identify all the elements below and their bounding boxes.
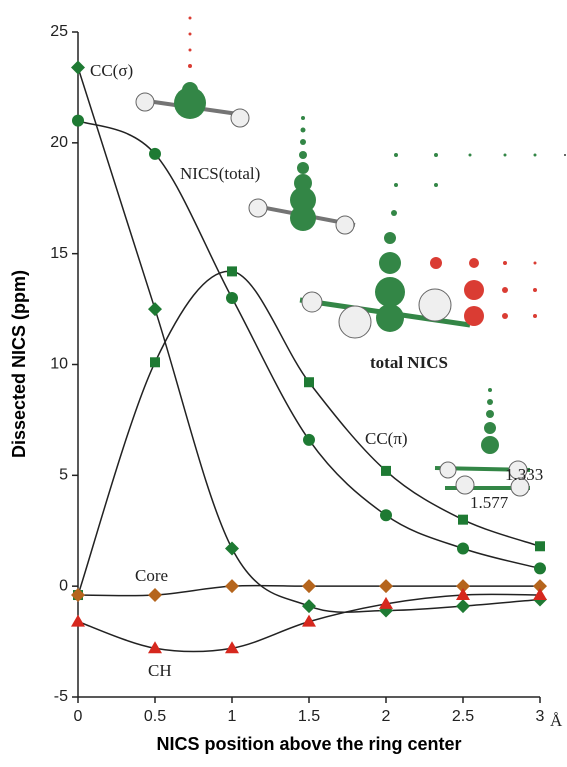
marker (225, 541, 239, 555)
marker (535, 541, 545, 551)
x-tick-label: 0 (74, 708, 83, 725)
marker (150, 357, 160, 367)
marker (226, 292, 238, 304)
series-label: CC(σ) (90, 61, 133, 80)
marker (457, 542, 469, 554)
y-tick-label: 5 (59, 467, 68, 484)
x-tick-label: 0.5 (144, 708, 166, 725)
y-tick-label: 10 (50, 356, 68, 373)
x-tick-label: 1.5 (298, 708, 320, 725)
x-axis-label: NICS position above the ring center (156, 734, 461, 754)
marker (379, 579, 393, 593)
marker (303, 434, 315, 446)
marker (148, 302, 162, 316)
annotation: total NICS (370, 353, 448, 372)
marker (302, 579, 316, 593)
marker (380, 509, 392, 521)
molecule-decorations (136, 17, 566, 497)
y-tick-label: -5 (54, 688, 68, 705)
series-label: NICS(total) (180, 164, 260, 183)
x-tick-label: 3 (536, 708, 545, 725)
y-tick-label: 20 (50, 134, 68, 151)
x-tick-label: 2.5 (452, 708, 474, 725)
x-tick-label: 1 (228, 708, 237, 725)
marker (72, 115, 84, 127)
marker (225, 579, 239, 593)
marker (458, 515, 468, 525)
annotation: Å (550, 711, 563, 730)
series-label: Core (135, 566, 168, 585)
molecule-grid (300, 153, 566, 338)
annotation: 1.333 (505, 465, 543, 484)
series-line (78, 67, 540, 612)
marker (456, 588, 470, 600)
marker (71, 60, 85, 74)
marker (227, 266, 237, 276)
marker (148, 588, 162, 602)
marker (149, 148, 161, 160)
chart: Dissected NICS (ppm) NICS position above… (0, 0, 567, 762)
series-label: CC(π) (365, 429, 408, 448)
y-tick-label: 15 (50, 245, 68, 262)
x-tick-label: 2 (382, 708, 391, 725)
molecule-total (249, 116, 355, 234)
y-tick-label: 0 (59, 577, 68, 594)
y-tick-label: 25 (50, 23, 68, 40)
marker (534, 562, 546, 574)
marker (304, 377, 314, 387)
marker (533, 588, 547, 600)
marker (302, 599, 316, 613)
marker (71, 615, 85, 627)
page: Dissected NICS (ppm) NICS position above… (0, 0, 567, 767)
marker (381, 466, 391, 476)
y-axis-label: Dissected NICS (ppm) (9, 270, 29, 458)
series-label: CH (148, 661, 172, 680)
molecule-sigma (136, 17, 249, 128)
marker (456, 599, 470, 613)
annotation: 1.577 (470, 493, 509, 512)
